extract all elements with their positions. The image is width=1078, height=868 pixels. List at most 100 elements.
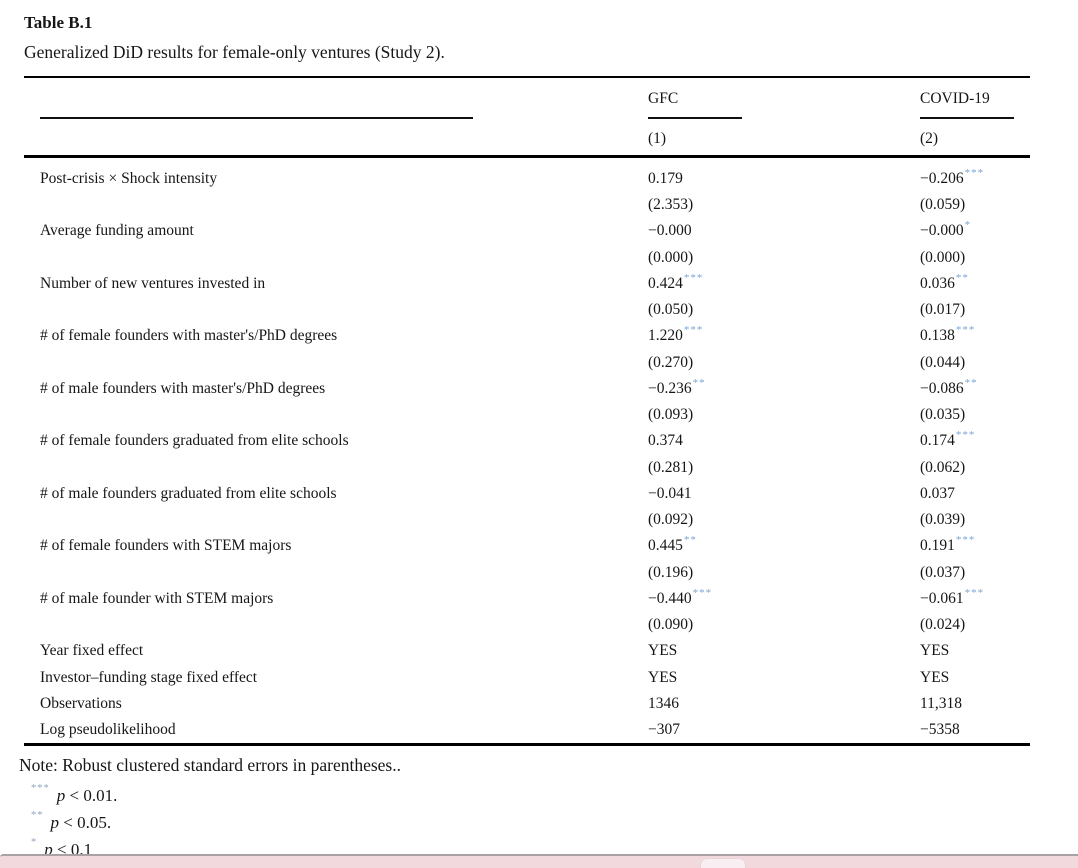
legend-item-3-stars: *** p < 0.01. — [31, 782, 1030, 809]
significance-stars: ** — [964, 376, 978, 389]
info-row: Log pseudolikelihood −307 −5358 — [24, 717, 1030, 743]
significance-stars: *** — [955, 324, 976, 337]
legend-threshold: < 0.01. — [65, 785, 118, 805]
row-value-cell: 0.424*** (0.050) — [648, 271, 920, 324]
coefficient-value: 0.138*** — [920, 324, 976, 345]
column-group-label-gfc: GFC — [648, 78, 742, 119]
row-value-cell: 11,318 — [920, 694, 963, 712]
row-label: Investor–funding stage fixed effect — [40, 668, 258, 686]
row-label: # of male founders with master's/PhD deg… — [40, 379, 326, 397]
row-value-cell: 0.179 (2.353) — [648, 166, 920, 219]
row-label: Year fixed effect — [40, 642, 144, 660]
row-value-cell: YES — [920, 642, 950, 660]
coefficient-value: −0.061*** — [920, 586, 985, 607]
row-label: # of female founders with STEM majors — [40, 537, 292, 555]
row-value-cell: −0.000* (0.000) — [920, 218, 1030, 271]
header-variable-column — [24, 78, 648, 119]
significance-stars: *** — [955, 534, 976, 547]
standard-error: (0.000) — [648, 248, 694, 266]
significance-stars: *** — [683, 271, 704, 284]
row-value-cell: −5358 — [920, 721, 960, 739]
standard-error: (0.196) — [648, 563, 694, 581]
table-header-rule — [24, 155, 1030, 158]
column-number-spacer — [24, 119, 648, 155]
table-title: Table B.1 — [24, 13, 93, 32]
row-value-cell: −0.236** (0.093) — [648, 376, 920, 429]
coefficient-value: −0.086** — [920, 376, 978, 397]
standard-error: (0.281) — [648, 458, 694, 476]
row-value-cell: −0.061*** (0.024) — [920, 586, 1030, 639]
coefficient-value: 0.445** — [648, 534, 697, 555]
coefficient-row: Average funding amount −0.000 (0.000) −0.00… — [24, 218, 1030, 271]
significance-stars: ** — [683, 534, 697, 547]
coefficient-value: 0.036** — [920, 271, 969, 292]
row-value-cell: 0.374 (0.281) — [648, 428, 920, 481]
row-label: Observations — [40, 694, 122, 712]
bottom-overlay-bar — [0, 854, 1078, 868]
coefficient-row: # of female founders graduated from elit… — [24, 428, 1030, 481]
row-label: Number of new ventures invested in — [40, 274, 266, 292]
row-label: # of female founders graduated from elit… — [40, 432, 349, 450]
standard-error: (0.035) — [920, 406, 966, 424]
coefficient-row: # of female founders with master's/PhD d… — [24, 323, 1030, 376]
row-value-cell: 0.138*** (0.044) — [920, 323, 1030, 376]
standard-error: (2.353) — [648, 196, 694, 214]
legend-item-2-stars: ** p < 0.05. — [31, 809, 1030, 836]
header-group-covid: COVID-19 — [920, 78, 1030, 119]
info-row: Year fixed effect YES YES — [24, 638, 1030, 664]
legend-p: p — [44, 839, 53, 859]
coefficient-value: −0.440*** — [648, 586, 713, 607]
table-top-rule — [24, 76, 1030, 78]
column-group-label-covid: COVID-19 — [920, 78, 1014, 119]
coefficient-value: 1.220*** — [648, 324, 704, 345]
row-value-cell: 1.220*** (0.270) — [648, 323, 920, 376]
coefficient-value: 0.179 — [648, 169, 683, 187]
column-number-2: (2) — [920, 130, 939, 147]
row-value-cell: 0.174*** (0.062) — [920, 428, 1030, 481]
row-value-cell: −0.000 (0.000) — [648, 218, 920, 271]
legend-p: p — [50, 812, 60, 832]
row-value-cell: 0.445** (0.196) — [648, 533, 920, 586]
standard-error: (0.050) — [648, 301, 694, 319]
row-value-cell: −0.041 (0.092) — [648, 481, 920, 534]
standard-error: (0.039) — [920, 511, 966, 529]
legend-threshold: < 0.05. — [59, 812, 112, 832]
bottom-overlay-button-top[interactable] — [700, 858, 746, 868]
significance-stars: *** — [955, 429, 976, 442]
coefficient-value: 0.424*** — [648, 271, 704, 292]
legend-stars: * — [31, 836, 38, 848]
coefficient-value: 0.374 — [648, 432, 683, 450]
standard-error: (0.090) — [648, 616, 694, 634]
row-value-cell: 0.191*** (0.037) — [920, 533, 1030, 586]
coefficient-value: 0.174*** — [920, 429, 976, 450]
row-value-cell: YES — [648, 642, 678, 660]
significance-stars: *** — [683, 324, 704, 337]
info-row: Investor–funding stage fixed effect YES YE… — [24, 665, 1030, 691]
significance-stars: * — [964, 219, 972, 232]
row-label: Post-crisis × Shock intensity — [40, 169, 218, 187]
standard-error: (0.024) — [920, 616, 966, 634]
table-note: Note: Robust clustered standard errors i… — [19, 754, 401, 775]
table-header-row-groups: GFC COVID-19 — [24, 78, 1030, 119]
standard-error: (0.017) — [920, 301, 966, 319]
coefficient-value: −0.041 — [648, 484, 692, 502]
coefficient-value: 0.191*** — [920, 534, 976, 555]
column-number-1: (1) — [648, 130, 667, 147]
standard-error: (0.062) — [920, 458, 966, 476]
standard-error: (0.093) — [648, 406, 694, 424]
standard-error: (0.270) — [648, 353, 694, 371]
significance-stars: ** — [692, 376, 706, 389]
row-value-cell: 1346 — [648, 694, 679, 712]
row-label: # of male founders graduated from elite … — [40, 484, 337, 502]
header-group-gfc: GFC — [648, 78, 920, 119]
significance-stars: *** — [964, 586, 985, 599]
row-value-cell: −0.086** (0.035) — [920, 376, 1030, 429]
coefficient-row: # of female founders with STEM majors 0.4… — [24, 533, 1030, 586]
significance-legend: *** p < 0.01. ** p < 0.05. * p < 0.1 — [24, 782, 1030, 863]
coefficient-value: −0.206*** — [920, 166, 985, 187]
standard-error: (0.000) — [920, 248, 966, 266]
row-value-cell: −0.440*** (0.090) — [648, 586, 920, 639]
coefficient-row: Number of new ventures invested in 0.424*… — [24, 271, 1030, 324]
standard-error: (0.059) — [920, 196, 966, 214]
coefficient-row: Post-crisis × Shock intensity 0.179 (2.353… — [24, 166, 1030, 219]
